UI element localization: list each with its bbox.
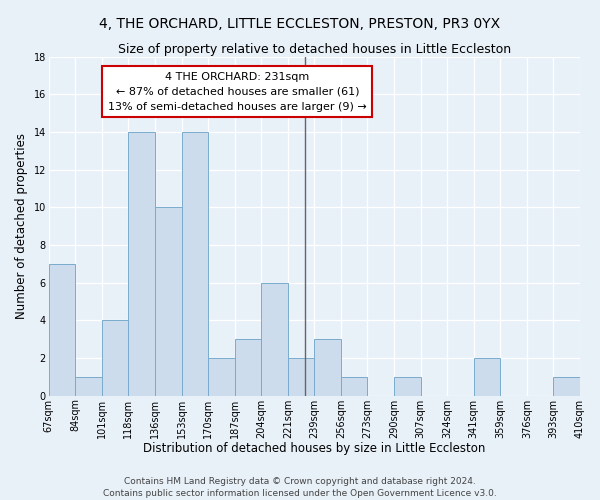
Title: Size of property relative to detached houses in Little Eccleston: Size of property relative to detached ho… [118, 42, 511, 56]
Bar [341, 377, 367, 396]
Bar [208, 358, 235, 396]
Bar [128, 132, 155, 396]
Bar [288, 358, 314, 396]
Bar [102, 320, 128, 396]
Bar [75, 377, 102, 396]
Bar [314, 339, 341, 396]
Bar [394, 377, 421, 396]
Bar [182, 132, 208, 396]
Text: 4 THE ORCHARD: 231sqm
← 87% of detached houses are smaller (61)
13% of semi-deta: 4 THE ORCHARD: 231sqm ← 87% of detached … [108, 72, 367, 112]
Y-axis label: Number of detached properties: Number of detached properties [15, 133, 28, 319]
Bar [49, 264, 75, 396]
Bar [553, 377, 580, 396]
Bar [261, 282, 288, 396]
Bar [235, 339, 261, 396]
Text: Contains HM Land Registry data © Crown copyright and database right 2024.
Contai: Contains HM Land Registry data © Crown c… [103, 476, 497, 498]
X-axis label: Distribution of detached houses by size in Little Eccleston: Distribution of detached houses by size … [143, 442, 485, 455]
Text: 4, THE ORCHARD, LITTLE ECCLESTON, PRESTON, PR3 0YX: 4, THE ORCHARD, LITTLE ECCLESTON, PRESTO… [100, 18, 500, 32]
Bar [474, 358, 500, 396]
Bar [155, 208, 182, 396]
